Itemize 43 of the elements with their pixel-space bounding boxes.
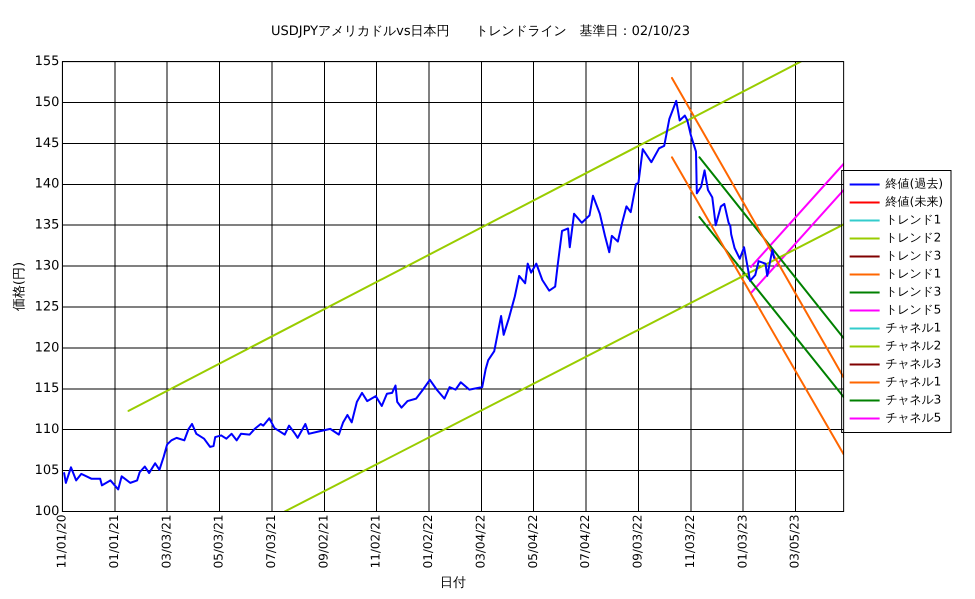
x-tick-label: 11/01/20 [54,514,69,568]
x-tick-label: 07/04/22 [578,514,592,568]
legend-label: トレンド2 [886,230,942,245]
x-tick-label: 03/05/23 [788,514,802,568]
x-tick-label: 09/03/22 [630,514,645,568]
legend-label: トレンド3 [886,284,942,299]
legend-label: トレンド5 [886,302,942,317]
x-axis-title: 日付 [440,576,466,591]
x-tick-label: 01/03/23 [735,514,750,568]
y-tick-label: 130 [34,258,60,274]
y-tick-label: 120 [34,340,60,356]
legend-label: トレンド3 [886,248,942,263]
x-tick-label: 11/02/21 [368,514,383,568]
x-tick-label: 07/03/21 [264,514,278,568]
y-tick-label: 125 [34,299,60,314]
x-tick-label: 03/04/22 [473,514,488,568]
y-axis-title: 価格(円) [12,262,28,312]
chart-title: USDJPYアメリカドルvs日本円 トレンドライン 基準日：02/10/23 [271,24,690,40]
x-tick-label: 05/04/22 [526,514,540,568]
y-tick-label: 140 [34,176,60,192]
y-tick-label: 105 [34,462,60,478]
x-tick-label: 05/03/21 [212,514,226,568]
legend-label: チャネル1 [886,320,942,335]
legend-label: トレンド1 [886,266,942,281]
legend-label: チャネル2 [886,338,942,353]
legend-label: トレンド1 [886,212,942,227]
y-tick-label: 155 [34,54,60,69]
y-tick-label: 145 [34,136,60,151]
x-tick-label: 03/03/21 [159,514,174,568]
x-tick-label: 11/03/22 [682,514,697,568]
y-tick-label: 115 [34,381,60,396]
y-tick-label: 135 [34,218,60,233]
legend-label: 終値(過去) [884,176,944,191]
legend-label: チャネル3 [886,356,942,371]
legend-label: 終値(未来) [884,194,944,209]
y-tick-label: 150 [34,94,60,110]
legend-label: チャネル5 [886,410,942,425]
x-tick-label: 01/02/22 [421,514,436,568]
y-tick-label: 110 [34,422,60,438]
legend-label: チャネル3 [886,392,942,407]
legend-label: チャネル1 [886,374,942,389]
x-tick-label: 09/02/21 [316,514,330,568]
x-tick-label: 01/01/21 [106,514,121,568]
